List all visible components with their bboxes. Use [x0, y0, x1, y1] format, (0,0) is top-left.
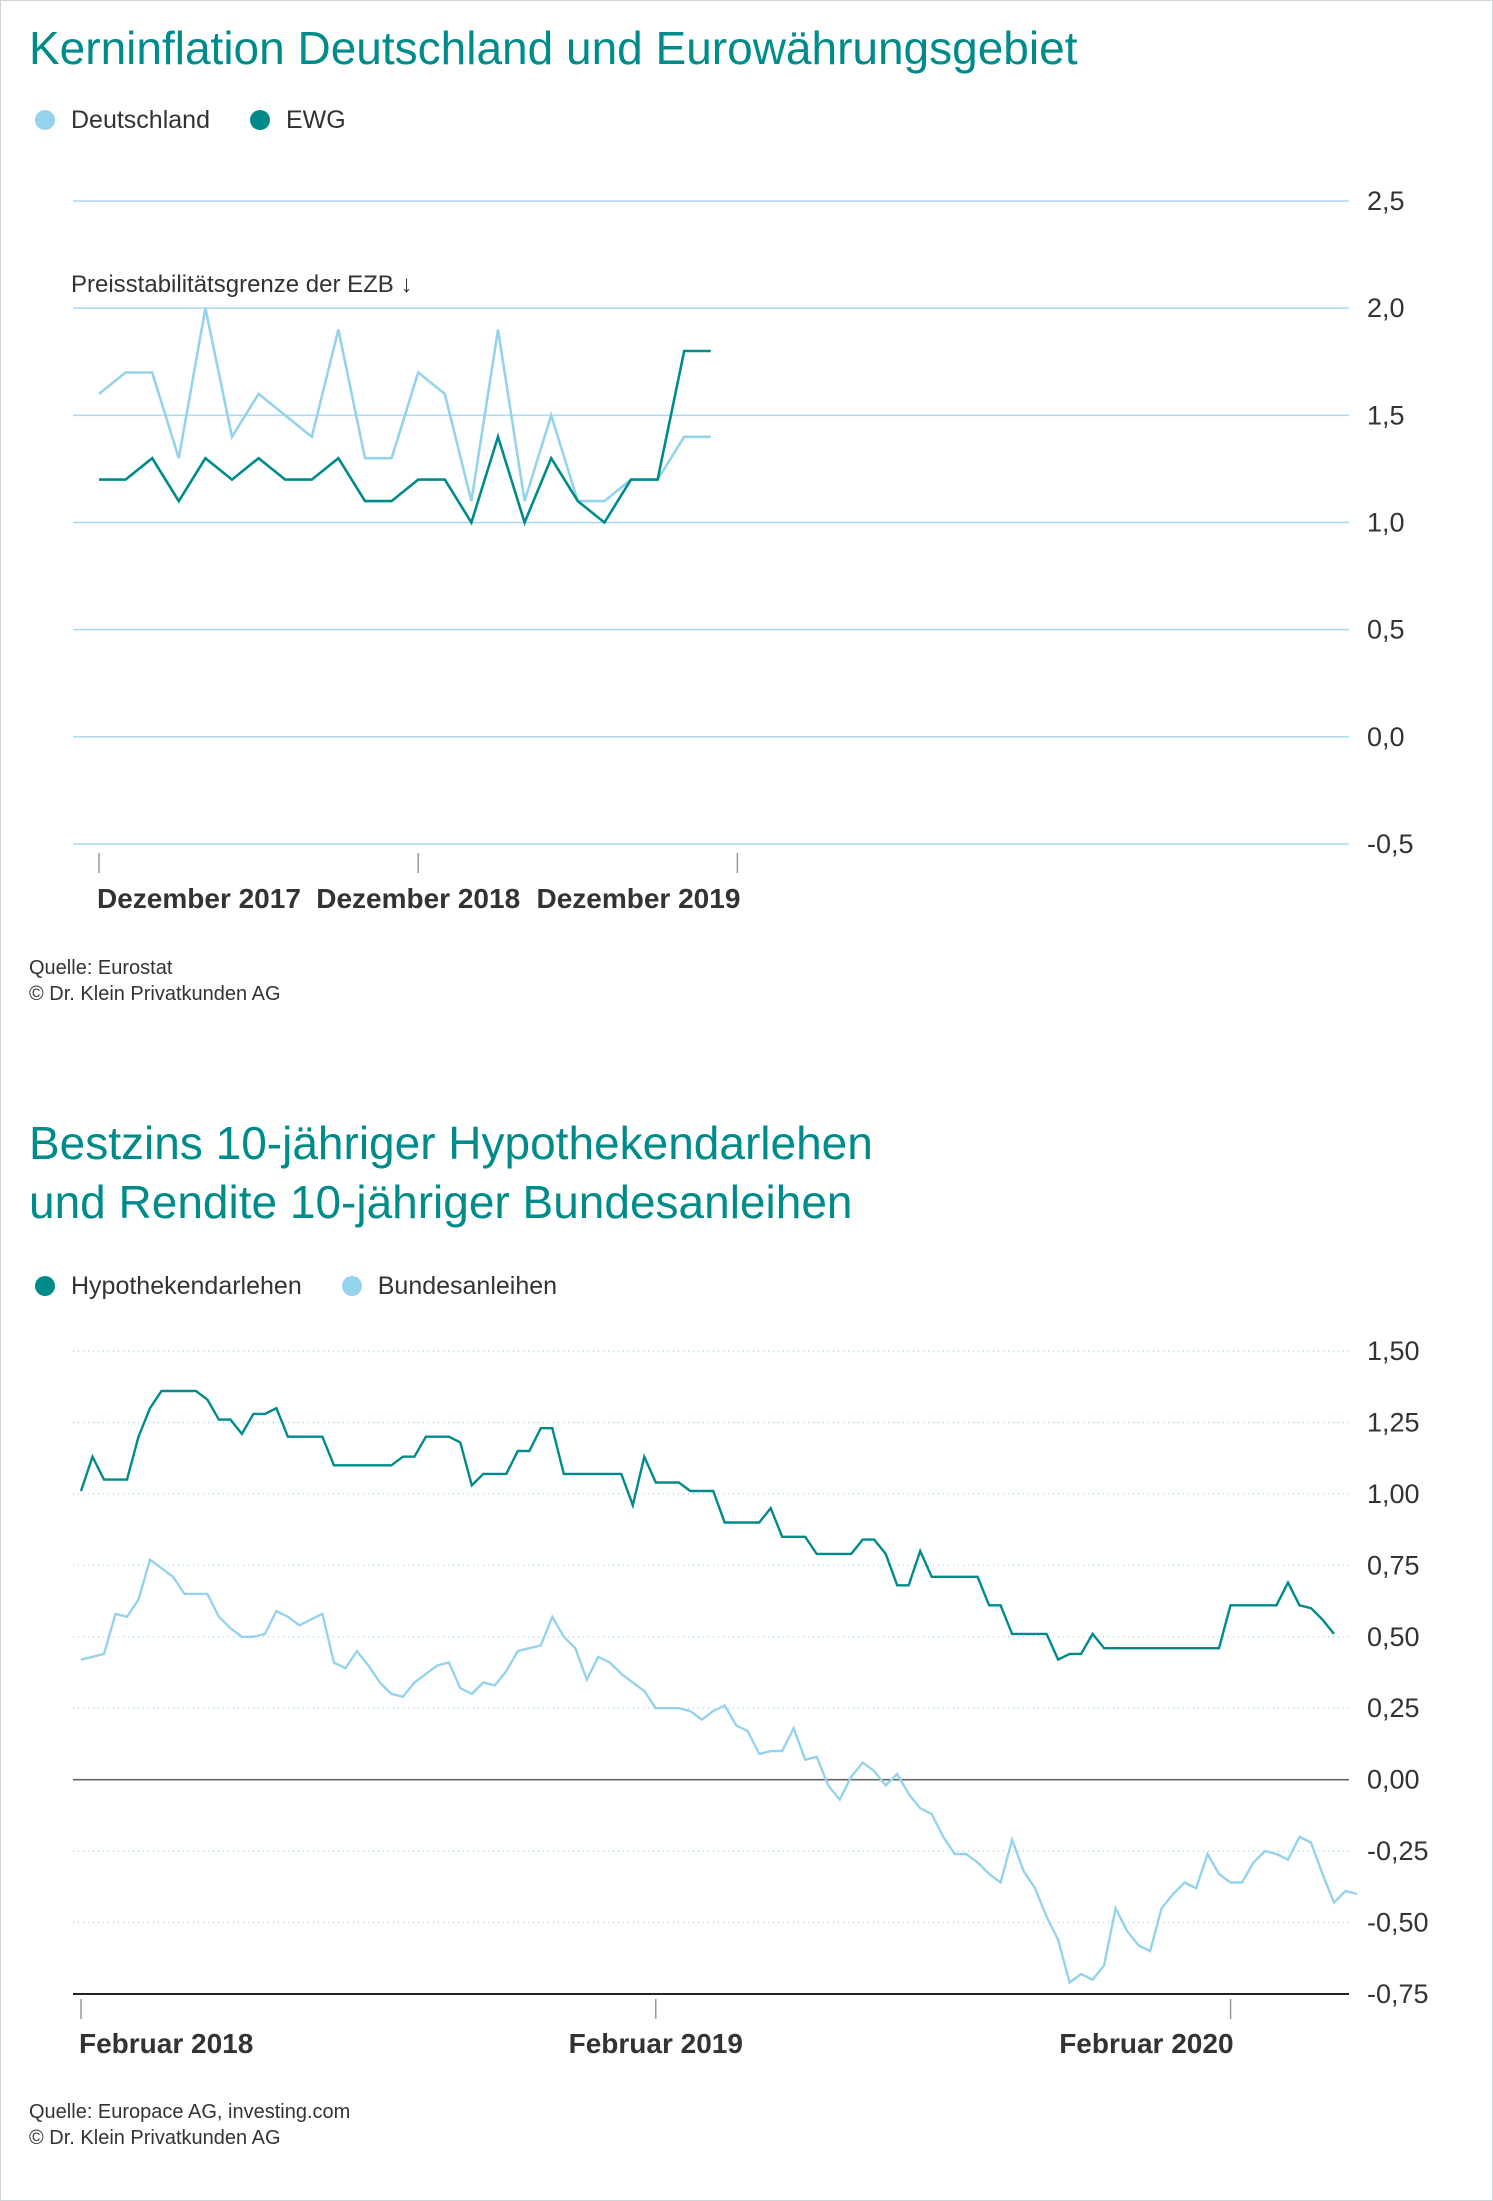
chart2-copyright: © Dr. Klein Privatkunden AG: [29, 2127, 281, 2149]
legend-label-hypothekendarlehen: Hypothekendarlehen: [71, 1271, 302, 1300]
chart1-annotation-ezb: Preisstabilitätsgrenze der EZB ↓: [71, 271, 412, 298]
chart2-title-line1: Bestzins 10-jähriger Hypothekendarlehen: [29, 1117, 873, 1169]
legend-item-ewg: EWG: [249, 105, 346, 135]
legend-item-bundesanleihen: Bundesanleihen: [341, 1271, 558, 1301]
chart1-xtick-label: Dezember 2017: [97, 883, 301, 914]
legend-item-hypothekendarlehen: Hypothekendarlehen: [35, 1272, 302, 1301]
chart1-xtick-label: Dezember 2019: [536, 883, 740, 914]
chart1-ytick-label: 2,5: [1367, 186, 1405, 216]
chart1-plot: Preisstabilitätsgrenze der EZB ↓ -0,5 0,0…: [71, 186, 1414, 914]
legend-item-deutschland: Deutschland: [35, 106, 210, 135]
series-line-deutschland: [98, 307, 711, 503]
chart2-title-line2: und Rendite 10-jähriger Bundesanleihen: [29, 1176, 853, 1228]
chart1-ytick-label: 0,5: [1367, 615, 1405, 645]
chart1-copyright: © Dr. Klein Privatkunden AG: [29, 983, 281, 1005]
chart2-ytick-label: 0,50: [1367, 1622, 1420, 1652]
chart2-ytick-label: 0,00: [1367, 1765, 1420, 1795]
chart1-ytick-label: 0,0: [1367, 722, 1405, 752]
chart1-ytick-label: 1,5: [1367, 400, 1405, 430]
legend-label-deutschland: Deutschland: [71, 105, 210, 134]
chart2-ytick-label: 1,25: [1367, 1407, 1420, 1437]
chart1-source-line1: Quelle: Eurostat: [29, 957, 173, 979]
series-line-bundesanleihen: [80, 1557, 1358, 1985]
chart2-xtick-label: Februar 2019: [569, 2028, 743, 2059]
chart2-xtick-label: Februar 2020: [1059, 2028, 1233, 2059]
chart1-title: Kerninflation Deutschland und Eurowährun…: [29, 22, 1078, 74]
chart2-ytick-label: 1,50: [1367, 1336, 1420, 1366]
legend-dot-bundesanleihen: [341, 1276, 362, 1296]
chart1-ytick-label: 1,0: [1367, 508, 1405, 538]
chart1-xtick-label: Dezember 2018: [316, 883, 520, 914]
chart1-ytick-label: -0,5: [1367, 829, 1414, 859]
chart2-ytick-label: 0,25: [1367, 1693, 1420, 1723]
series-line-ewg: [99, 349, 711, 527]
chart2-ytick-label: 1,00: [1367, 1479, 1420, 1509]
chart1-source: Quelle: Eurostat © Dr. Klein Privatkunde…: [29, 955, 281, 1007]
chart2-plot: -0,75 -0,50 -0,25 0,00 0,25 0,50 0,75 1,00 1,25 1…: [73, 1336, 1429, 2059]
legend-label-bundesanleihen: Bundesanleihen: [377, 1271, 558, 1300]
chart2-source-line1: Quelle: Europace AG, investing.com: [29, 2101, 351, 2123]
legend-label-ewg: EWG: [285, 105, 346, 134]
legend-dot-deutschland: [35, 110, 55, 130]
chart2-legend: Hypothekendarlehen Bundesanleihen: [35, 1270, 597, 1302]
chart1-legend: Deutschland EWG: [35, 104, 386, 136]
legend-dot-ewg: [249, 110, 270, 130]
series-line-hypothekendarlehen: [79, 1389, 1335, 1662]
chart2-ytick-label: 0,75: [1367, 1550, 1420, 1580]
chart2-xtick-label: Februar 2018: [79, 2028, 253, 2059]
chart2-source: Quelle: Europace AG, investing.com © Dr.…: [29, 2099, 350, 2151]
chart2-ytick-label: -0,50: [1367, 1908, 1429, 1938]
chart2-ytick-label: -0,25: [1367, 1836, 1429, 1866]
chart2-ytick-label: -0,75: [1367, 1979, 1429, 2009]
legend-dot-hypothekendarlehen: [35, 1276, 55, 1296]
chart1-ytick-label: 2,0: [1367, 293, 1405, 323]
